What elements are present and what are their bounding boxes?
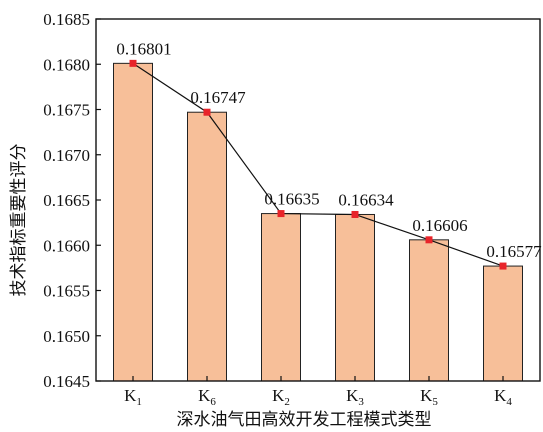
- series-line: [132, 62, 504, 267]
- y-axis-title: 技术指标重要性评分: [9, 144, 29, 297]
- x-axis-title: 深水油气田高效开发工程模式类型: [177, 410, 432, 430]
- y-tick-label: 0.1660: [43, 236, 90, 255]
- data-point-K3: [351, 210, 359, 218]
- plot-frame: [95, 18, 541, 382]
- data-label-K2: 0.16635: [264, 190, 319, 209]
- bar-K5: [409, 239, 449, 382]
- data-point-K5: [425, 236, 433, 244]
- x-tick-label-K2: K2: [272, 386, 290, 408]
- x-tick-label-subscript: 4: [506, 396, 512, 408]
- x-tick-label-K4: K4: [494, 386, 512, 408]
- x-tick-label-K6: K6: [198, 386, 216, 408]
- y-tick-label: 0.1655: [43, 282, 90, 301]
- data-point-K2: [277, 210, 285, 218]
- data-label-K1: 0.16801: [116, 39, 171, 58]
- y-tick-label: 0.1665: [43, 191, 90, 210]
- x-axis-ticks: K1 K6 K2 K3 K5 K4: [124, 376, 512, 408]
- y-tick-label: 0.1685: [43, 10, 90, 29]
- x-tick-label-base: K: [346, 386, 359, 405]
- y-tick-label: 0.1670: [43, 146, 90, 165]
- x-tick-label-K1: K1: [124, 386, 142, 408]
- bars: [113, 62, 523, 382]
- x-tick-label-subscript: 6: [210, 396, 216, 408]
- data-label-K5: 0.16606: [412, 216, 467, 235]
- y-tick-label: 0.1680: [43, 55, 90, 74]
- y-tick-label: 0.1675: [43, 101, 90, 120]
- x-tick-label-subscript: 1: [136, 396, 142, 408]
- trend-line: 0.16801 0.16747 0.16635 0.16634 0.16606 0.165…: [116, 39, 542, 270]
- data-point-K4: [499, 262, 507, 270]
- bar-K1: [113, 62, 153, 382]
- x-tick-label-base: K: [494, 386, 507, 405]
- data-label-K4: 0.16577: [486, 242, 542, 261]
- plot-border: [95, 18, 541, 382]
- x-tick-label-K5: K5: [420, 386, 438, 408]
- data-point-K6: [203, 108, 211, 116]
- bar-K6: [187, 111, 227, 382]
- x-tick-label-base: K: [124, 386, 137, 405]
- bar-K3: [335, 213, 375, 382]
- bar-K2: [261, 213, 301, 382]
- y-tick-label: 0.1650: [43, 327, 90, 346]
- data-point-K1: [129, 59, 137, 67]
- bar-K4: [483, 265, 523, 382]
- data-label-K6: 0.16747: [190, 88, 246, 107]
- x-tick-label-base: K: [272, 386, 285, 405]
- x-tick-label-subscript: 5: [432, 396, 438, 408]
- data-label-K3: 0.16634: [338, 190, 394, 209]
- y-axis-ticks: 0.1645 0.1650 0.1655 0.1660 0.1665 0.1670 0.16…: [43, 10, 101, 391]
- x-tick-label-subscript: 2: [284, 396, 290, 408]
- x-tick-label-base: K: [198, 386, 211, 405]
- x-tick-label-K3: K3: [346, 386, 364, 408]
- x-tick-label-subscript: 3: [358, 396, 364, 408]
- x-tick-label-base: K: [420, 386, 433, 405]
- y-tick-label: 0.1645: [43, 372, 90, 391]
